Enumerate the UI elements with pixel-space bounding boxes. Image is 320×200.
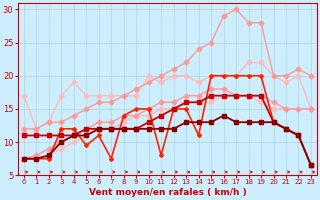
X-axis label: Vent moyen/en rafales ( km/h ): Vent moyen/en rafales ( km/h ): [89, 188, 246, 197]
